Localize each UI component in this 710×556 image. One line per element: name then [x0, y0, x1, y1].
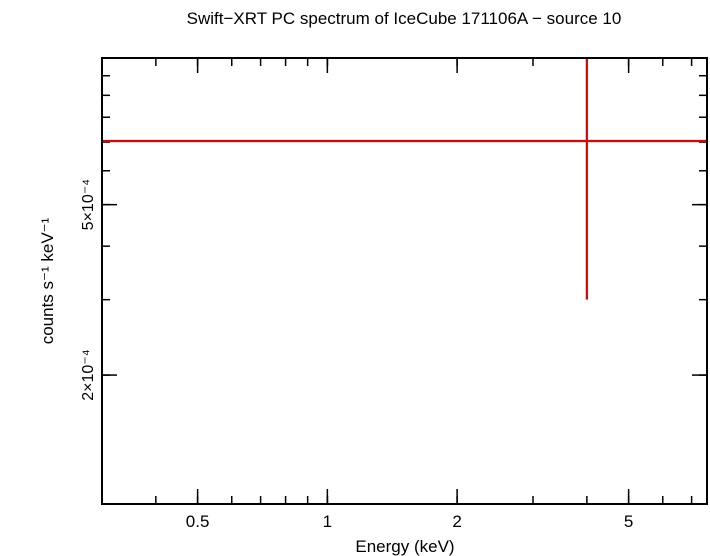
x-tick-label: 2 [452, 512, 461, 531]
x-tick-label: 0.5 [186, 512, 210, 531]
y-axis-label: counts s⁻¹ keV⁻¹ [38, 217, 57, 344]
data-layer [102, 58, 707, 300]
x-tick-label: 1 [323, 512, 332, 531]
axis-tick-labels: 0.5 1 2 5 2×10⁻⁴ 5×10⁻⁴ [80, 179, 633, 531]
x-tick-label: 5 [624, 512, 633, 531]
chart-title: Swift−XRT PC spectrum of IceCube 171106A… [187, 9, 622, 28]
plot-frame [101, 57, 708, 505]
x-axis-label: Energy (keV) [355, 537, 454, 556]
axis-ticks [101, 57, 707, 505]
y-tick-label: 2×10⁻⁴ [80, 349, 97, 400]
y-tick-label: 5×10⁻⁴ [80, 179, 97, 230]
